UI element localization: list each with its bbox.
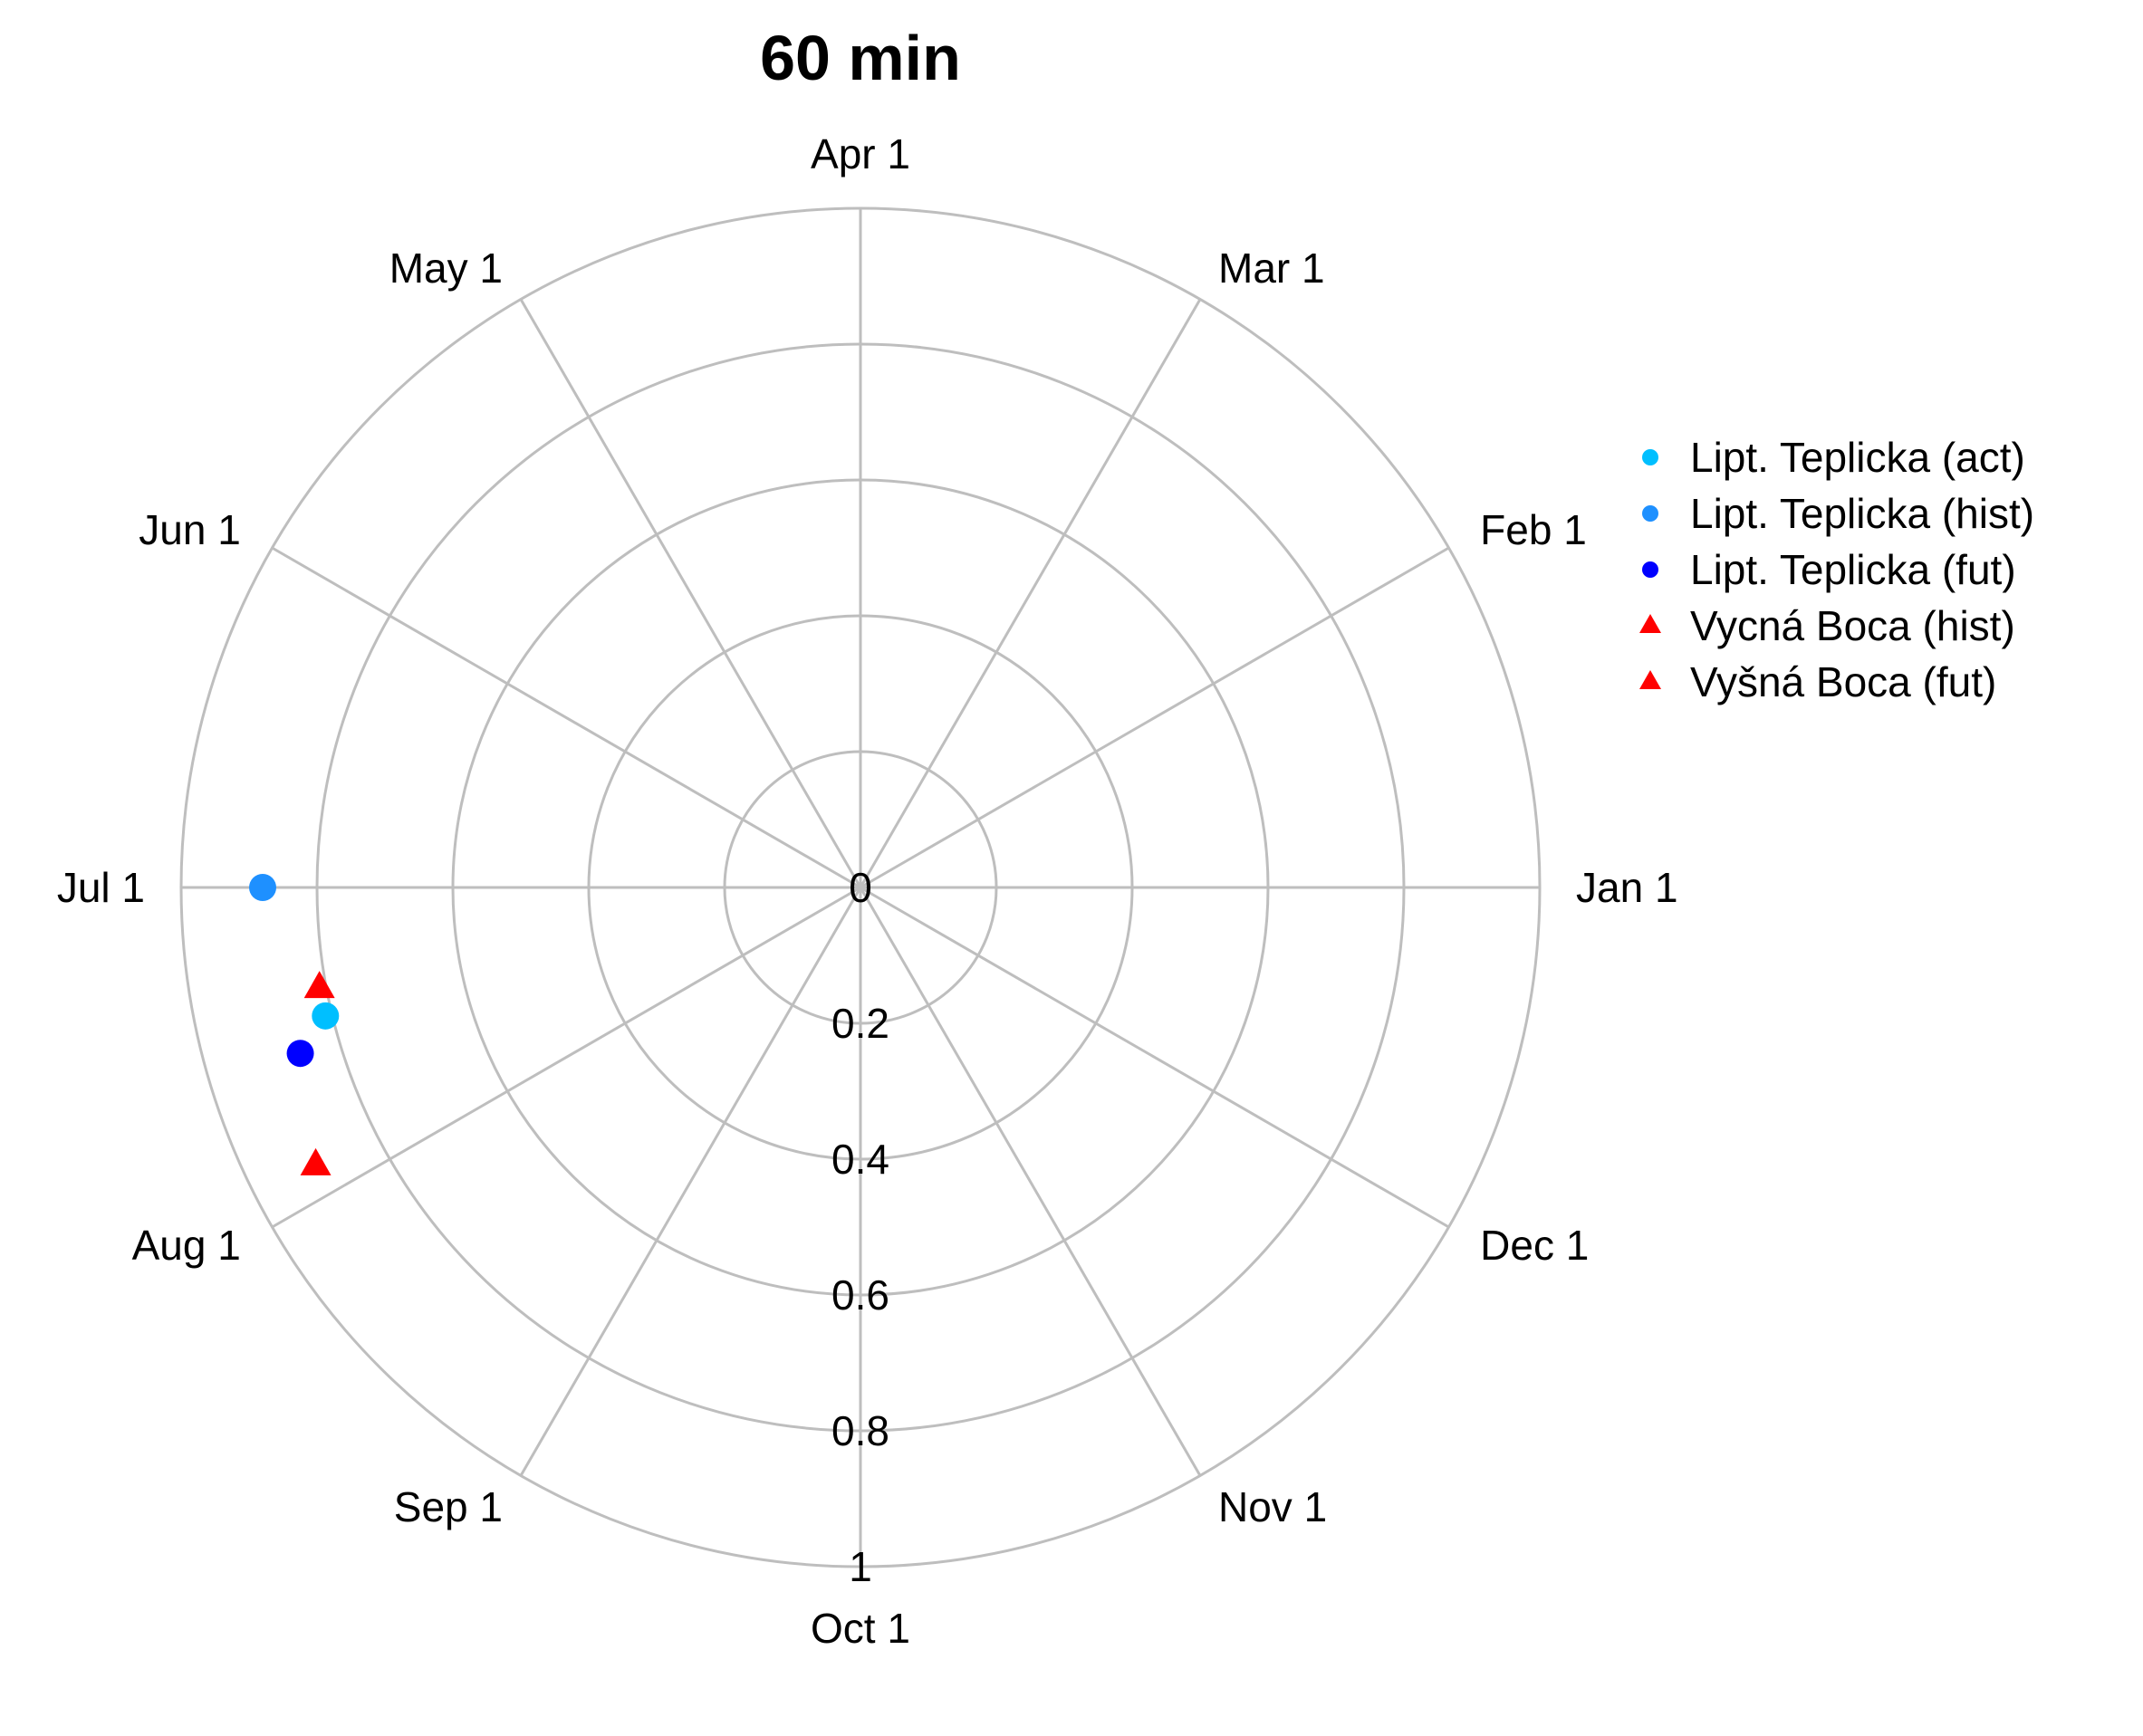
data-point-3-0 (303, 971, 335, 999)
month-label-7: Aug 1 (132, 1222, 241, 1269)
month-label-3: Apr 1 (811, 130, 910, 177)
legend: Lipt. Teplicka (act) Lipt. Teplicka (hist… (1639, 434, 2034, 705)
radial-tick-label-3: 0.6 (831, 1271, 889, 1319)
radial-tick-label-0: 0 (849, 864, 872, 911)
month-label-4: May 1 (389, 245, 503, 292)
legend-marker-1 (1642, 505, 1658, 522)
data-points (249, 874, 340, 1175)
month-label-2: Mar 1 (1218, 245, 1325, 292)
legend-marker-3 (1639, 614, 1661, 633)
legend-marker-2 (1642, 561, 1658, 578)
grid-spoke-4 (519, 298, 862, 888)
legend-label-0: Lipt. Teplicka (act) (1690, 434, 2025, 481)
legend-label-3: Vycná Boca (hist) (1690, 602, 2015, 649)
month-label-10: Nov 1 (1218, 1483, 1327, 1530)
month-label-8: Sep 1 (394, 1483, 503, 1530)
grid-spoke-5 (271, 546, 861, 889)
month-label-1: Feb 1 (1480, 506, 1587, 553)
radial-tick-label-2: 0.4 (831, 1136, 889, 1183)
data-point-4-0 (300, 1147, 332, 1175)
month-label-0: Jan 1 (1576, 864, 1678, 911)
month-label-11: Dec 1 (1480, 1222, 1589, 1269)
month-label-5: Jun 1 (139, 506, 241, 553)
month-labels: Jan 1 Feb 1 Mar 1 Apr 1 May 1 Jun 1 Jul 1 Aug 1… (57, 130, 1678, 1652)
radial-tick-label-4: 0.8 (831, 1407, 889, 1454)
radial-tick-label-5: 1 (849, 1543, 872, 1590)
radial-tick-label-1: 0.2 (831, 1000, 889, 1047)
legend-marker-4 (1639, 670, 1661, 689)
legend-label-2: Lipt. Teplicka (fut) (1690, 546, 2016, 593)
data-point-1-0 (249, 874, 276, 901)
legend-label-4: Vyšná Boca (fut) (1690, 658, 1996, 705)
legend-marker-0 (1642, 449, 1658, 465)
radial-tick-labels: 0 0.2 0.4 0.6 0.8 1 (831, 864, 889, 1590)
legend-label-1: Lipt. Teplicka (hist) (1690, 490, 2034, 537)
polar-grid (179, 206, 1542, 1568)
month-label-9: Oct 1 (811, 1605, 910, 1652)
data-point-0-0 (312, 1002, 340, 1030)
grid-spoke-1 (860, 546, 1450, 889)
grid-spoke-7 (271, 886, 861, 1229)
month-label-6: Jul 1 (57, 864, 145, 911)
grid-spoke-11 (860, 886, 1450, 1229)
chart-title: 60 min (760, 23, 961, 93)
grid-spoke-8 (519, 887, 862, 1477)
grid-spoke-10 (859, 887, 1202, 1477)
data-point-2-0 (286, 1040, 314, 1068)
grid-spoke-2 (859, 298, 1202, 888)
